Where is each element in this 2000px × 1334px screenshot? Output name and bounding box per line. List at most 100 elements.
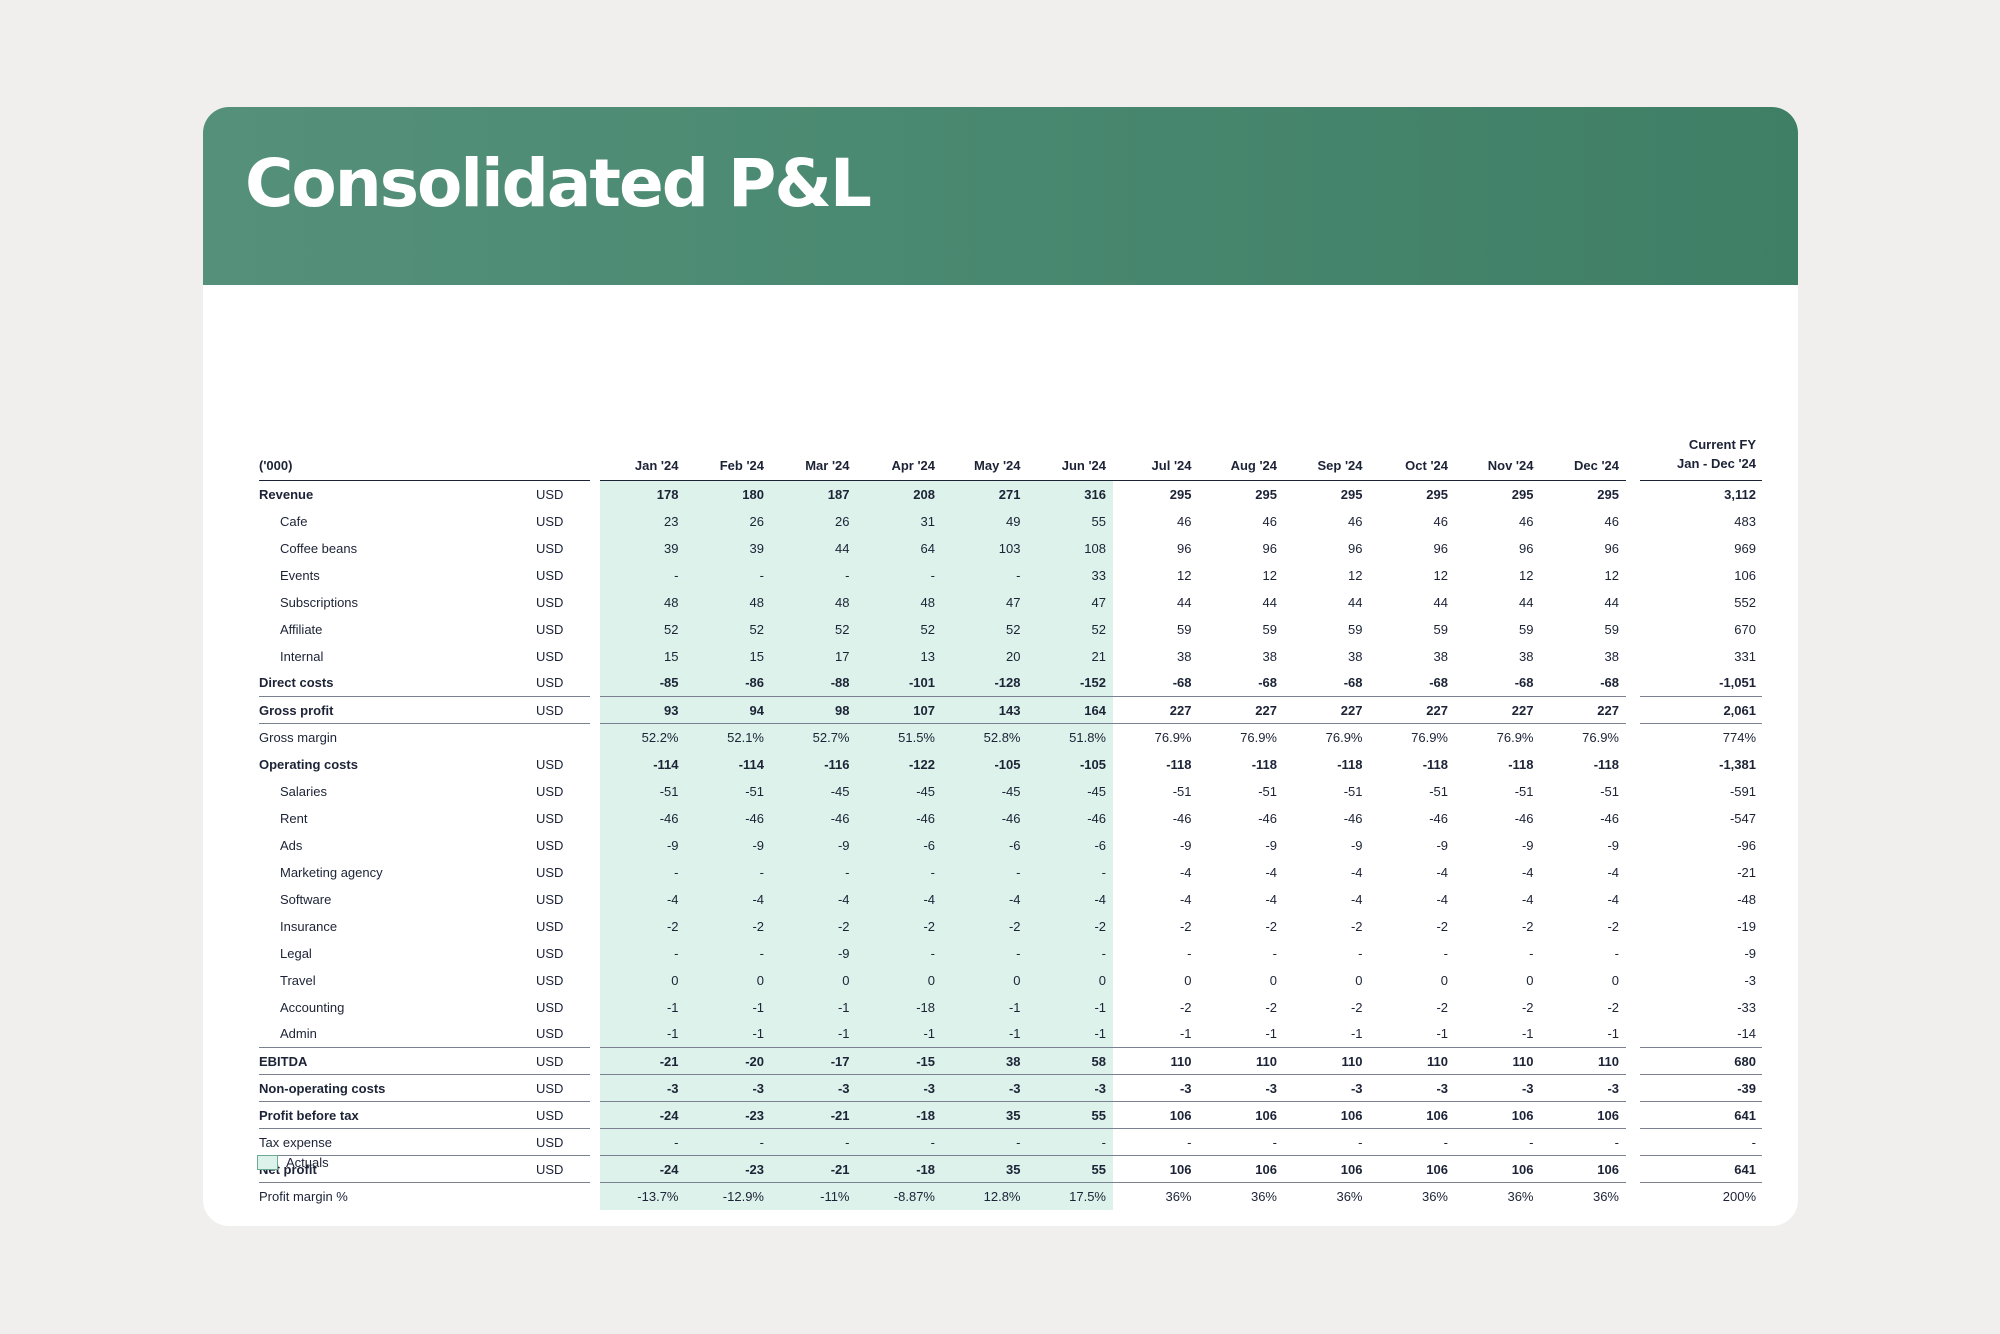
month-value-cell: 59 <box>1519 621 1534 637</box>
fy-total-cell: 331 <box>1734 648 1756 664</box>
month-value-cell: -2 <box>856 912 942 940</box>
month-value-cell: -11% <box>771 1182 857 1210</box>
month-value-cell: - <box>1443 945 1448 961</box>
month-value-cell: -1 <box>771 993 857 1021</box>
month-value-cell: 48 <box>685 588 771 616</box>
month-value-cell: 21 <box>1027 642 1113 670</box>
month-value-cell: -3 <box>771 1074 857 1102</box>
row-unit: USD <box>536 810 564 826</box>
fy-total-cell: 680 <box>1640 1047 1762 1075</box>
month-value-cell: -1 <box>600 993 686 1021</box>
row-label: Ads <box>280 837 303 853</box>
month-value-cell: 110 <box>1198 1047 1284 1075</box>
month-value-cell: 0 <box>1027 966 1113 994</box>
month-value-cell: -21 <box>600 1047 686 1075</box>
month-value-cell: - <box>685 939 771 967</box>
table-row: Admin USD -1 -1 -1 -1 -1 -1 -1 -1 -1 -1 -1 -1 -14 <box>259 1020 1762 1048</box>
table-row: Software USD -4 -4 -4 -4 -4 -4 -4 -4 -4 -4 -4 -4 -48 <box>259 885 1762 913</box>
month-value-cell: - <box>600 939 686 967</box>
month-value-cell: -2 <box>1179 918 1192 934</box>
month-value-cell: 59 <box>1348 621 1363 637</box>
month-value-cell: -6 <box>1027 831 1113 859</box>
month-value-cell: 96 <box>1433 540 1448 556</box>
month-value-cell: 295 <box>1340 486 1363 502</box>
month-value-cell: - <box>1198 1128 1284 1156</box>
month-value-cell: 106 <box>1198 1155 1284 1183</box>
month-value-cell: -51 <box>1343 783 1363 799</box>
month-value-cell: 20 <box>942 642 1028 670</box>
row-label: Events <box>280 567 320 583</box>
legend: Actuals <box>257 1155 329 1170</box>
month-value-cell: -88 <box>771 669 857 697</box>
fy-total-cell: -39 <box>1640 1074 1762 1102</box>
fy-total-cell: -33 <box>1737 999 1756 1015</box>
month-value-cell: 35 <box>942 1101 1028 1129</box>
month-value-cell: 295 <box>1426 486 1448 502</box>
row-unit: USD <box>536 1026 564 1042</box>
month-value-cell: -46 <box>771 804 857 832</box>
month-value-cell: - <box>856 1128 942 1156</box>
table-row: Gross margin 52.2% 52.1% 52.7% 51.5% 52.8% 51.… <box>259 723 1762 751</box>
month-value-cell: -2 <box>1436 999 1448 1015</box>
month-value-cell: -4 <box>1265 864 1277 880</box>
month-value-cell: 96 <box>1604 540 1619 556</box>
row-label: Non-operating costs <box>259 1074 536 1102</box>
month-value-cell: -118 <box>1593 756 1619 772</box>
month-value-cell: -86 <box>685 669 771 697</box>
month-value-cell: -68 <box>1514 675 1534 691</box>
month-value-cell: 227 <box>1455 696 1541 724</box>
month-value-cell: -4 <box>1521 864 1534 880</box>
month-value-cell: -3 <box>1284 1074 1370 1102</box>
month-value-cell: -4 <box>771 885 857 913</box>
month-value-cell: 316 <box>1027 480 1113 508</box>
month-value-cell: 52.8% <box>942 723 1028 751</box>
legend-actuals-label: Actuals <box>286 1155 329 1170</box>
month-value-cell: 36% <box>1284 1182 1370 1210</box>
month-value-cell: 76.9% <box>1198 723 1284 751</box>
month-value-cell: -1 <box>600 1020 686 1048</box>
month-value-cell: -116 <box>771 750 857 778</box>
month-value-cell: -51 <box>685 777 771 805</box>
month-value-cell: -17 <box>771 1047 857 1075</box>
fy-total-cell: 552 <box>1734 594 1756 610</box>
month-header: Nov '24 <box>1455 435 1541 481</box>
table-row: Travel USD 0 0 0 0 0 0 0 0 0 0 0 0 -3 <box>259 966 1762 994</box>
fy-total-cell: -547 <box>1729 810 1756 826</box>
month-value-cell: 106 <box>1284 1101 1370 1129</box>
month-value-cell: 38 <box>1348 648 1363 664</box>
row-unit: USD <box>536 540 564 556</box>
row-label: Coffee beans <box>280 540 358 556</box>
row-unit: USD <box>536 696 590 724</box>
month-header: Sep '24 <box>1284 435 1370 481</box>
month-value-cell: 107 <box>856 696 942 724</box>
month-value-cell: -2 <box>1265 999 1277 1015</box>
month-value-cell: -2 <box>1350 918 1363 934</box>
month-value-cell: 46 <box>1262 513 1277 529</box>
month-value-cell: -152 <box>1027 669 1113 697</box>
month-value-cell: -6 <box>856 831 942 859</box>
fy-total-cell: -9 <box>1744 945 1756 961</box>
month-value-cell: -122 <box>856 750 942 778</box>
month-value-cell: 12 <box>1262 567 1277 583</box>
row-label: Net profit <box>259 1155 536 1183</box>
month-value-cell: 106 <box>1455 1155 1541 1183</box>
month-value-cell: -2 <box>771 912 857 940</box>
month-value-cell: -118 <box>1166 756 1192 772</box>
month-value-cell: 164 <box>1027 696 1113 724</box>
row-label: Admin <box>280 1026 317 1042</box>
month-value-cell: -2 <box>1521 999 1534 1015</box>
month-value-cell: 15 <box>600 642 686 670</box>
month-value-cell: 13 <box>856 642 942 670</box>
month-value-cell: 55 <box>1027 507 1113 535</box>
month-value-cell: -1 <box>1027 993 1113 1021</box>
month-value-cell: - <box>1369 1128 1455 1156</box>
month-value-cell: 36% <box>1540 1182 1626 1210</box>
month-value-cell: -1 <box>1179 1026 1192 1042</box>
month-value-cell: 48 <box>771 588 857 616</box>
month-value-cell: 59 <box>1433 621 1448 637</box>
month-header: Dec '24 <box>1540 435 1626 481</box>
month-value-cell: -3 <box>1113 1074 1199 1102</box>
month-header: Apr '24 <box>856 435 942 481</box>
month-value-cell: -2 <box>1436 918 1448 934</box>
month-value-cell: -21 <box>771 1101 857 1129</box>
